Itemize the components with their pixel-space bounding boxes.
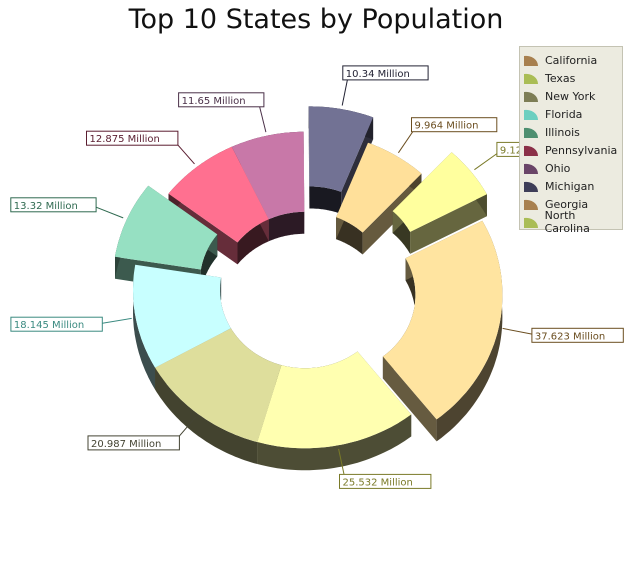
legend-swatch [524, 181, 538, 192]
legend-item: North Carolina [524, 209, 622, 235]
data-label-box [178, 92, 265, 108]
slice-new-york [155, 328, 282, 442]
data-label-box [86, 130, 179, 146]
slice-outer-wall [133, 264, 156, 390]
slice-end-face [308, 106, 310, 209]
legend-label: Michigan [545, 179, 595, 193]
legend-label: Florida [545, 107, 583, 121]
legend-label: North Carolina [544, 209, 590, 235]
data-label-box [87, 435, 180, 451]
legend-item: Florida [524, 105, 622, 123]
legend-label: Texas [545, 71, 576, 85]
legend: California Texas New York Florida Illinois Pe… [519, 46, 623, 235]
legend-swatch [524, 55, 538, 66]
data-label: 11.65 Million [182, 96, 246, 107]
slice-ohio [231, 131, 305, 220]
slice-inner-wall [268, 211, 305, 242]
data-label: 9.964 Million [415, 121, 479, 132]
data-label: 18.145 Million [14, 320, 84, 331]
legend-swatch [524, 91, 538, 102]
slice-georgia [336, 142, 422, 233]
data-label-box [531, 327, 624, 343]
legend-swatch [524, 199, 538, 210]
slice-outer-wall [436, 220, 503, 442]
slice-north-carolina [392, 152, 487, 232]
data-label-box [411, 117, 498, 133]
data-label-box [342, 65, 429, 81]
slice-end-face [382, 356, 437, 442]
data-label: 12.875 Million [90, 134, 160, 145]
slice-texas [257, 351, 412, 449]
legend-swatch [524, 73, 538, 84]
legend-swatch [524, 109, 538, 120]
legend-item: Illinois [524, 123, 622, 141]
legend-label: Pennsylvania [545, 143, 618, 157]
slice-end-face [410, 194, 487, 254]
legend-label: Georgia [545, 197, 589, 211]
legend-label: Illinois [545, 125, 580, 139]
slice-michigan [308, 106, 374, 192]
data-label: 37.623 Million [535, 331, 605, 342]
slice-illinois [115, 185, 218, 270]
slice-inner-wall [237, 219, 269, 265]
legend-item: Ohio [524, 159, 622, 177]
legend-swatch [524, 217, 538, 228]
legend-swatch [524, 163, 538, 174]
slice-pennsylvania [168, 146, 269, 243]
data-label: 10.34 Million [346, 69, 410, 80]
legend-item: New York [524, 87, 622, 105]
slice-florida [133, 264, 231, 368]
legend-label: Ohio [545, 161, 571, 175]
data-label: 25.532 Million [343, 477, 413, 488]
legend-swatch [524, 145, 538, 156]
slice-inner-wall [309, 186, 342, 214]
slice-end-face [362, 173, 422, 255]
slice-california [382, 220, 503, 420]
legend-item: Michigan [524, 177, 622, 195]
slice-inner-wall [336, 217, 363, 255]
chart-title: Top 10 States by Population [128, 4, 504, 35]
legend-label: New York [545, 89, 596, 103]
data-label: 13.32 Million [14, 201, 78, 212]
slice-outer-wall [257, 414, 412, 471]
data-label: 20.987 Million [91, 439, 161, 450]
legend-label: California [545, 53, 598, 67]
data-label-box [10, 316, 103, 332]
legend-item: Georgia [524, 195, 622, 213]
slice-outer-wall [155, 367, 258, 464]
data-label-box [339, 473, 432, 489]
data-label-box [10, 197, 97, 213]
legend-item: California [524, 51, 622, 69]
legend-item: Pennsylvania [524, 141, 622, 159]
legend-swatch [524, 127, 538, 138]
legend-item: Texas [524, 69, 622, 87]
